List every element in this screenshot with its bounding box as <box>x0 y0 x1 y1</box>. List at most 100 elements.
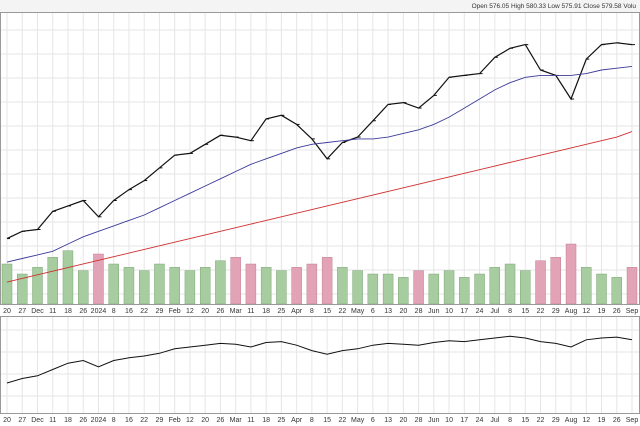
x-tick-label: 22 <box>338 417 346 424</box>
x-tick-label: 17 <box>460 308 468 315</box>
x-tick-label: May <box>351 308 365 315</box>
x-tick-label: 8 <box>310 417 314 424</box>
x-tick-label: 6 <box>371 417 375 424</box>
x-tick-label: 16 <box>125 417 133 424</box>
volume-bar <box>245 263 257 305</box>
x-tick-label: 25 <box>277 308 285 315</box>
x-tick-label: 24 <box>476 308 484 315</box>
volume-bar <box>565 243 577 305</box>
volume-bar <box>108 263 119 305</box>
x-tick-label: Mar <box>230 308 243 315</box>
x-tick-label: 8 <box>508 417 512 424</box>
x-tick-label: 20 <box>201 308 209 315</box>
x-tick-label: 20 <box>3 308 11 315</box>
x-tick-label: 8 <box>310 308 314 315</box>
x-tick-label: 11 <box>49 417 56 424</box>
x-tick-label: 29 <box>552 308 560 315</box>
indicator-line <box>6 335 633 384</box>
moving-average <box>6 131 633 283</box>
x-tick-label: 29 <box>552 417 560 424</box>
x-tick-label: 24 <box>476 417 484 424</box>
volume-bar <box>215 260 226 305</box>
volume-bar <box>459 277 470 305</box>
x-tick-label: 26 <box>79 417 87 424</box>
x-tick-label: 11 <box>247 417 254 424</box>
x-tick-label: 20 <box>399 417 407 424</box>
x-tick-label: 12 <box>186 417 194 424</box>
x-tick-label: 13 <box>384 417 392 424</box>
volume-bar <box>260 267 272 305</box>
marks <box>1 42 638 384</box>
volume-bar <box>291 267 302 305</box>
x-tick-label: Aug <box>565 417 578 424</box>
x-tick-label: Jun <box>428 417 439 424</box>
x-tick-label: 19 <box>598 417 606 424</box>
x-tick-label: Jul <box>490 308 499 315</box>
x-tick-label: 18 <box>262 417 270 424</box>
x-tick-label: 18 <box>262 308 270 315</box>
volume-bar <box>321 257 333 305</box>
x-tick-label: 2024 <box>91 417 107 424</box>
x-tick-label: 19 <box>598 308 606 315</box>
x-tick-label: 27 <box>18 308 26 315</box>
volume-bar <box>184 270 196 305</box>
volume-bar <box>398 277 409 305</box>
x-tick-label: Feb <box>169 308 181 315</box>
x-tick-label: 20 <box>3 417 11 424</box>
x-tick-label: 8 <box>112 417 116 424</box>
x-tick-label: 12 <box>186 308 194 315</box>
volume-bar <box>367 273 379 305</box>
x-tick-label: Apr <box>291 417 303 424</box>
x-tick-label: 20 <box>201 417 209 424</box>
volume-bar <box>520 270 531 305</box>
volume-bar <box>581 267 592 305</box>
volume-bar <box>154 263 165 305</box>
volume-bar <box>47 257 58 305</box>
volume-bar <box>443 270 455 305</box>
x-tick-label: 15 <box>323 417 331 424</box>
volume-bar <box>382 273 394 305</box>
x-tick-label: 29 <box>156 308 164 315</box>
volume-bar <box>626 267 638 305</box>
volume-bar <box>337 267 348 305</box>
volume-bar <box>352 270 363 305</box>
x-tick-label: Dec <box>31 308 44 315</box>
x-tick-label: Feb <box>169 417 181 424</box>
volume-bar <box>199 267 211 305</box>
x-tick-label: Sep <box>626 417 639 424</box>
x-tick-label: 8 <box>112 308 116 315</box>
x-tick-label: 27 <box>18 417 26 424</box>
volume-bar <box>504 263 516 305</box>
volume-bar <box>32 267 43 305</box>
x-tick-label: 12 <box>582 308 590 315</box>
volume-bar <box>550 257 561 305</box>
x-tick-label: Jul <box>490 417 499 424</box>
volume-bar <box>428 273 440 305</box>
volume-bar <box>169 267 180 305</box>
x-tick-label: Jun <box>428 308 439 315</box>
x-tick-label: 17 <box>460 417 468 424</box>
x-tick-label: May <box>351 417 365 424</box>
x-tick-label: 29 <box>156 417 164 424</box>
volume-bar <box>535 260 546 305</box>
volume-bar <box>489 267 501 305</box>
x-tick-label: 26 <box>79 308 87 315</box>
x-tick-label: Mar <box>230 417 243 424</box>
x-tick-label: 15 <box>521 308 529 315</box>
x-tick-label: 20 <box>399 308 407 315</box>
x-tick-label: 12 <box>582 417 590 424</box>
price-line <box>6 42 633 240</box>
x-tick-label: 22 <box>537 308 545 315</box>
x-tick-label: 18 <box>64 417 72 424</box>
volume-bar <box>78 270 89 305</box>
volume-bar <box>611 277 622 305</box>
x-tick-label: 8 <box>508 308 512 315</box>
volume-bar <box>123 267 135 305</box>
moving-average <box>6 65 633 263</box>
x-tick-label: 18 <box>64 308 72 315</box>
x-tick-label: Dec <box>31 417 44 424</box>
volume-bar <box>596 273 607 305</box>
